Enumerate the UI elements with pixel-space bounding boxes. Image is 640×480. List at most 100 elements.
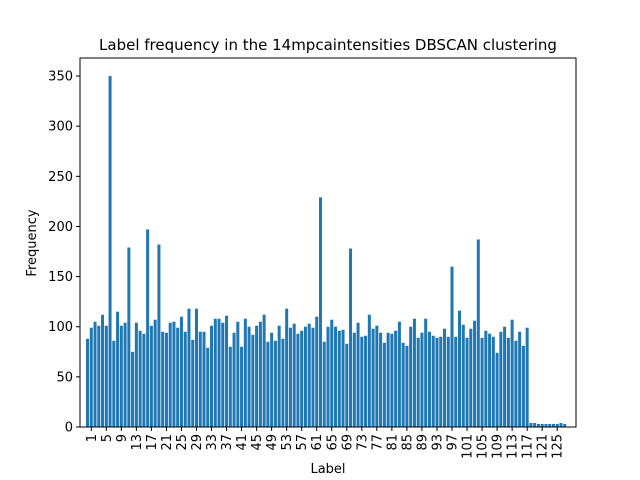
bar	[127, 247, 131, 427]
x-tick-label: 109	[491, 434, 506, 459]
x-axis-ticks: 1 5 9 13 17 21 25 29 33 37 41 45 49 53 57 61 65 69 73 77 81 8…	[85, 427, 566, 459]
bar	[277, 325, 281, 427]
bar	[349, 248, 353, 427]
x-tick-label: 113	[506, 434, 521, 459]
bar	[555, 423, 559, 427]
bar	[251, 334, 255, 427]
bar	[187, 308, 191, 427]
x-tick-label: 65	[325, 434, 340, 451]
bar	[210, 325, 214, 427]
bar	[93, 321, 97, 427]
y-tick-label: 150	[48, 270, 73, 285]
bar	[266, 341, 270, 427]
plot-frame	[79, 57, 577, 428]
bar	[506, 337, 510, 427]
bar	[540, 423, 544, 427]
bar	[217, 318, 221, 427]
bar	[322, 341, 326, 427]
bar	[356, 322, 360, 427]
bar	[529, 422, 533, 427]
bar	[465, 337, 469, 427]
bar	[439, 336, 443, 427]
x-tick-label: 17	[145, 434, 160, 451]
bar	[116, 311, 120, 427]
bar	[138, 330, 142, 427]
bar	[176, 327, 180, 427]
x-tick-label: 53	[280, 434, 295, 451]
bar	[123, 322, 127, 427]
bar	[375, 325, 379, 427]
bar	[454, 336, 458, 427]
bar	[101, 314, 105, 427]
bar	[296, 333, 300, 427]
x-tick-label: 81	[385, 434, 400, 451]
x-tick-label: 117	[521, 434, 536, 459]
x-tick-label: 13	[130, 434, 145, 451]
x-tick-label: 77	[370, 434, 385, 451]
bar	[409, 326, 413, 427]
x-tick-label: 33	[205, 434, 220, 451]
bar	[412, 318, 416, 427]
x-tick-label: 121	[536, 434, 551, 459]
bar	[382, 342, 386, 427]
bar	[112, 340, 116, 427]
bar	[442, 328, 446, 427]
bar	[510, 319, 514, 427]
bar	[288, 327, 292, 427]
bar	[258, 321, 262, 427]
bar	[149, 325, 153, 427]
bar	[484, 330, 488, 427]
bar	[360, 336, 364, 427]
y-axis-ticks: 0 50 100 150 200 250 300 350	[48, 70, 80, 436]
bar	[131, 351, 135, 427]
bar	[525, 327, 529, 427]
bar	[194, 308, 198, 427]
bar	[514, 340, 518, 427]
x-tick-label: 41	[235, 434, 250, 451]
bar	[337, 330, 341, 427]
bar	[435, 337, 439, 427]
bar	[405, 345, 409, 427]
bar	[202, 331, 206, 427]
x-tick-label: 105	[476, 434, 491, 459]
bar	[157, 244, 161, 427]
y-tick-label: 350	[48, 70, 73, 85]
bar	[255, 325, 259, 427]
bar	[473, 320, 477, 427]
bar	[164, 332, 168, 427]
bar	[168, 322, 172, 427]
bar	[86, 338, 90, 427]
x-tick-label: 97	[446, 434, 461, 451]
bar	[213, 318, 217, 427]
bar	[476, 239, 480, 427]
x-tick-label: 9	[115, 434, 130, 442]
bar	[89, 327, 93, 427]
bar	[488, 333, 492, 427]
bar	[495, 352, 499, 427]
bar	[480, 337, 484, 427]
bar	[300, 330, 304, 427]
bar	[458, 310, 462, 427]
bar	[183, 331, 187, 427]
bar	[206, 347, 210, 427]
bar	[330, 319, 334, 427]
y-tick-label: 0	[65, 421, 73, 436]
bar	[450, 266, 454, 427]
bar	[285, 308, 289, 427]
x-tick-label: 57	[295, 434, 310, 451]
bar	[191, 339, 195, 427]
bar	[491, 336, 495, 427]
bar	[326, 326, 330, 427]
x-tick-label: 37	[220, 434, 235, 451]
bar	[134, 322, 138, 427]
bar	[394, 330, 398, 427]
bar	[548, 423, 552, 427]
x-tick-label: 5	[100, 434, 115, 442]
x-tick-label: 73	[355, 434, 370, 451]
y-axis-label: Frequency	[25, 209, 40, 276]
bar	[292, 323, 296, 427]
bar	[270, 332, 274, 427]
bar	[499, 331, 503, 427]
y-tick-label: 200	[48, 220, 73, 235]
bar	[446, 336, 450, 427]
